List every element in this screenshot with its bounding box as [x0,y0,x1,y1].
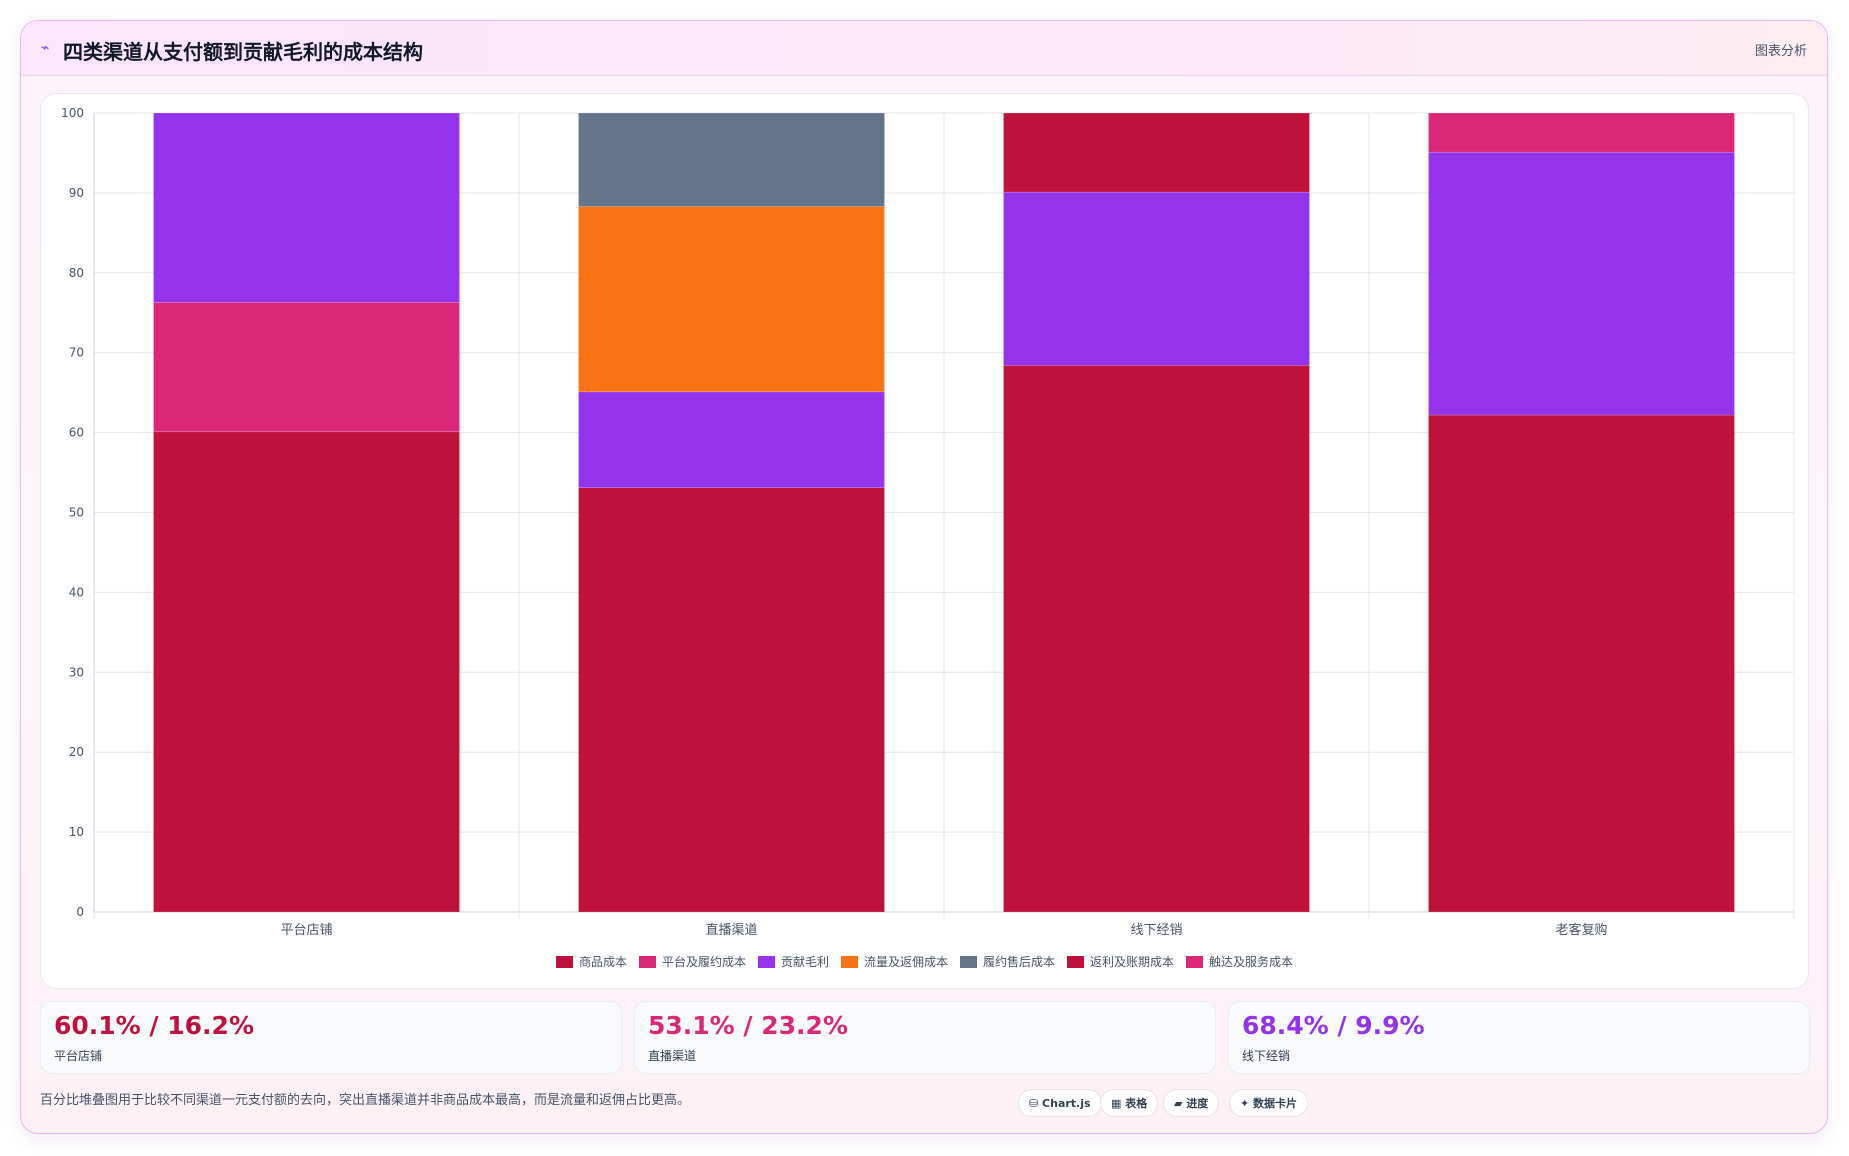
y-tick-label: 20 [69,745,84,759]
legend-label: 履约售后成本 [983,955,1056,969]
y-tick-label: 100 [61,106,84,120]
bar-segment [153,112,460,303]
stat-card-platform: 60.1% / 16.2% 平台店铺 [40,1001,622,1074]
legend-label: 触达及服务成本 [1209,955,1294,969]
chart-analysis-tag[interactable]: 图表分析 [1754,44,1807,59]
legend-item[interactable]: 贡献毛利 [757,953,829,970]
chart-card: 0 10 20 30 40 50 60 70 80 90 100 平台店铺 直播渠道 线下经销 老客复购 商… [40,93,1809,989]
legend-swatch [840,955,858,968]
bar-segment [1003,112,1310,193]
stat-value: 60.1% / 16.2% [54,1011,254,1040]
chart-title: 四类渠道从支付额到贡献毛利的成本结构 [63,40,423,64]
stat-value: 53.1% / 23.2% [648,1011,848,1040]
legend-item[interactable]: 商品成本 [555,953,627,970]
legend-label: 贡献毛利 [780,955,829,969]
trend-icon: ⌁ [41,40,50,56]
y-tick-label: 40 [69,585,84,599]
legend-swatch [638,955,656,968]
legend-swatch [1067,955,1085,968]
chart-description: 百分比堆叠图用于比较不同渠道一元支付额的去向，突出直播渠道并非商品成本最高，而是… [40,1093,691,1108]
dashboard-panel: ⌁ 四类渠道从支付额到贡献毛利的成本结构 图表分析 0 10 20 30 40 50 60 7… [20,20,1828,1134]
stacked-bar-chart: 0 10 20 30 40 50 60 70 80 90 100 平台店铺 直播渠道 线下经销 老客复购 [61,106,1795,938]
legend-swatch [1186,955,1204,968]
y-tick-label: 80 [69,266,84,280]
chart-legend: 商品成本 平台及履约成本 贡献毛利 流量及返佣成本 履约售后成本 返利及账期成本 触达及服务… [41,953,1808,970]
y-tick-label: 60 [69,426,84,440]
legend-swatch [960,955,977,968]
progress-pill[interactable]: ▰ 进度 [1163,1089,1220,1117]
y-tick-label: 0 [76,905,84,919]
y-tick-label: 50 [69,506,84,520]
y-tick-label: 10 [69,825,84,839]
x-tick-label: 线下经销 [1130,923,1182,938]
bar-segment [153,302,460,433]
legend-item[interactable]: 平台及履约成本 [638,953,746,970]
bar-segment [1428,112,1735,153]
bar-segment [578,391,885,488]
table-pill[interactable]: ▦ 表格 [1100,1089,1159,1117]
bar-segment [1428,151,1735,416]
legend-item[interactable]: 履约售后成本 [960,953,1055,970]
bar-segment [578,112,885,207]
chartjs-pill[interactable]: ⛁ Chart.js [1018,1089,1102,1117]
x-tick-label: 老客复购 [1555,922,1607,938]
bar-segment [578,487,885,913]
y-tick-label: 90 [69,186,84,200]
legend-item[interactable]: 流量及返佣成本 [840,953,948,970]
bar-segment [1428,414,1735,913]
stat-label: 平台店铺 [54,1049,103,1063]
data-card-pill[interactable]: ✦ 数据卡片 [1229,1089,1309,1117]
legend-swatch [555,955,573,968]
x-tick-label: 平台店铺 [280,923,332,938]
stat-label: 直播渠道 [648,1049,697,1063]
bar-segment [1003,365,1310,913]
legend-swatch [757,955,775,968]
x-tick-label: 直播渠道 [705,923,757,938]
legend-label: 平台及履约成本 [661,955,746,969]
bar-segment [153,431,460,913]
legend-label: 流量及返佣成本 [863,955,948,969]
panel-header: ⌁ 四类渠道从支付额到贡献毛利的成本结构 图表分析 [21,21,1827,76]
y-tick-label: 70 [69,346,84,360]
legend-item[interactable]: 返利及账期成本 [1067,953,1174,970]
legend-item[interactable]: 触达及服务成本 [1186,953,1293,970]
stat-card-offline: 68.4% / 9.9% 线下经销 [1228,1001,1810,1074]
bar-segment [1003,191,1310,366]
bar-segment [578,206,885,393]
stat-card-live: 53.1% / 23.2% 直播渠道 [634,1001,1216,1074]
legend-label: 返利及账期成本 [1090,955,1175,969]
stat-value: 68.4% / 9.9% [1242,1011,1425,1040]
stat-label: 线下经销 [1242,1049,1291,1063]
y-tick-label: 30 [69,665,84,679]
legend-label: 商品成本 [578,955,627,969]
